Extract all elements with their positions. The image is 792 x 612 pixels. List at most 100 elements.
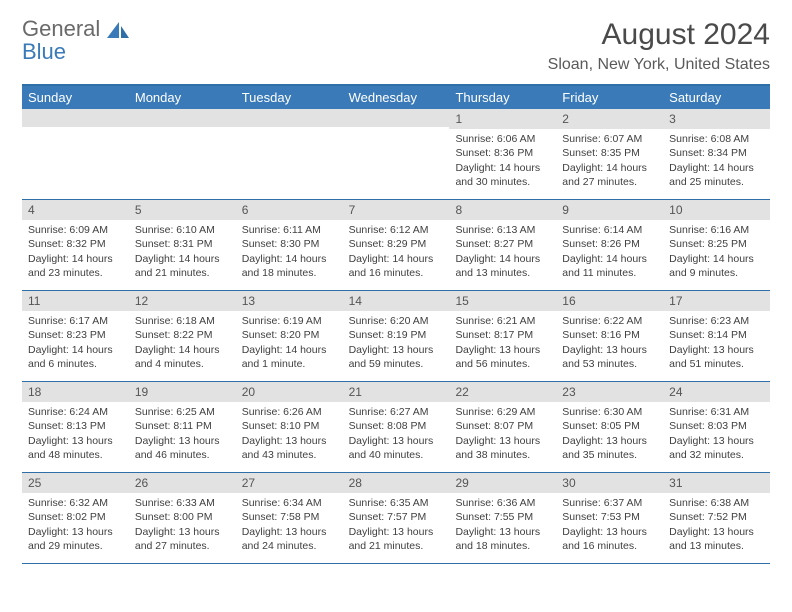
- day-cell: 2Sunrise: 6:07 AMSunset: 8:35 PMDaylight…: [556, 109, 663, 199]
- sunrise-text: Sunrise: 6:08 AM: [669, 132, 764, 146]
- day-content: Sunrise: 6:11 AMSunset: 8:30 PMDaylight:…: [236, 220, 343, 286]
- day-number: 2: [556, 109, 663, 129]
- day-cell: 11Sunrise: 6:17 AMSunset: 8:23 PMDayligh…: [22, 291, 129, 381]
- daylight-text: Daylight: 13 hours and 46 minutes.: [135, 434, 230, 462]
- sunrise-text: Sunrise: 6:11 AM: [242, 223, 337, 237]
- day-cell: 16Sunrise: 6:22 AMSunset: 8:16 PMDayligh…: [556, 291, 663, 381]
- day-number: 28: [343, 473, 450, 493]
- daylight-text: Daylight: 14 hours and 21 minutes.: [135, 252, 230, 280]
- sunrise-text: Sunrise: 6:27 AM: [349, 405, 444, 419]
- sunset-text: Sunset: 8:20 PM: [242, 328, 337, 342]
- day-header: Thursday: [449, 86, 556, 109]
- day-content: Sunrise: 6:13 AMSunset: 8:27 PMDaylight:…: [449, 220, 556, 286]
- day-cell: 1Sunrise: 6:06 AMSunset: 8:36 PMDaylight…: [449, 109, 556, 199]
- sunset-text: Sunset: 8:02 PM: [28, 510, 123, 524]
- location-label: Sloan, New York, United States: [548, 56, 770, 74]
- day-number: 4: [22, 200, 129, 220]
- daylight-text: Daylight: 13 hours and 53 minutes.: [562, 343, 657, 371]
- sunset-text: Sunset: 7:52 PM: [669, 510, 764, 524]
- sunset-text: Sunset: 8:08 PM: [349, 419, 444, 433]
- daylight-text: Daylight: 13 hours and 51 minutes.: [669, 343, 764, 371]
- day-number: 12: [129, 291, 236, 311]
- day-cell: 18Sunrise: 6:24 AMSunset: 8:13 PMDayligh…: [22, 382, 129, 472]
- sunrise-text: Sunrise: 6:12 AM: [349, 223, 444, 237]
- sunrise-text: Sunrise: 6:16 AM: [669, 223, 764, 237]
- sunrise-text: Sunrise: 6:17 AM: [28, 314, 123, 328]
- week-row: 1Sunrise: 6:06 AMSunset: 8:36 PMDaylight…: [22, 109, 770, 200]
- title-block: August 2024 Sloan, New York, United Stat…: [548, 18, 770, 74]
- day-content: Sunrise: 6:18 AMSunset: 8:22 PMDaylight:…: [129, 311, 236, 377]
- sunrise-text: Sunrise: 6:18 AM: [135, 314, 230, 328]
- sunset-text: Sunset: 7:53 PM: [562, 510, 657, 524]
- daylight-text: Daylight: 14 hours and 30 minutes.: [455, 161, 550, 189]
- day-cell: 10Sunrise: 6:16 AMSunset: 8:25 PMDayligh…: [663, 200, 770, 290]
- sunset-text: Sunset: 8:10 PM: [242, 419, 337, 433]
- day-content: Sunrise: 6:37 AMSunset: 7:53 PMDaylight:…: [556, 493, 663, 559]
- day-content: Sunrise: 6:32 AMSunset: 8:02 PMDaylight:…: [22, 493, 129, 559]
- day-cell: 6Sunrise: 6:11 AMSunset: 8:30 PMDaylight…: [236, 200, 343, 290]
- daylight-text: Daylight: 14 hours and 23 minutes.: [28, 252, 123, 280]
- sunrise-text: Sunrise: 6:07 AM: [562, 132, 657, 146]
- day-content: Sunrise: 6:27 AMSunset: 8:08 PMDaylight:…: [343, 402, 450, 468]
- day-content: Sunrise: 6:36 AMSunset: 7:55 PMDaylight:…: [449, 493, 556, 559]
- sunrise-text: Sunrise: 6:14 AM: [562, 223, 657, 237]
- day-cell: 24Sunrise: 6:31 AMSunset: 8:03 PMDayligh…: [663, 382, 770, 472]
- daylight-text: Daylight: 13 hours and 38 minutes.: [455, 434, 550, 462]
- day-cell: 8Sunrise: 6:13 AMSunset: 8:27 PMDaylight…: [449, 200, 556, 290]
- day-number: 9: [556, 200, 663, 220]
- sunrise-text: Sunrise: 6:33 AM: [135, 496, 230, 510]
- day-number: 14: [343, 291, 450, 311]
- sunrise-text: Sunrise: 6:22 AM: [562, 314, 657, 328]
- daylight-text: Daylight: 13 hours and 32 minutes.: [669, 434, 764, 462]
- daylight-text: Daylight: 14 hours and 27 minutes.: [562, 161, 657, 189]
- day-content: Sunrise: 6:22 AMSunset: 8:16 PMDaylight:…: [556, 311, 663, 377]
- day-content: Sunrise: 6:34 AMSunset: 7:58 PMDaylight:…: [236, 493, 343, 559]
- day-number: 24: [663, 382, 770, 402]
- day-cell: 25Sunrise: 6:32 AMSunset: 8:02 PMDayligh…: [22, 473, 129, 563]
- day-content: Sunrise: 6:24 AMSunset: 8:13 PMDaylight:…: [22, 402, 129, 468]
- sunset-text: Sunset: 8:05 PM: [562, 419, 657, 433]
- day-content: Sunrise: 6:12 AMSunset: 8:29 PMDaylight:…: [343, 220, 450, 286]
- day-header: Monday: [129, 86, 236, 109]
- sunrise-text: Sunrise: 6:24 AM: [28, 405, 123, 419]
- sunset-text: Sunset: 8:26 PM: [562, 237, 657, 251]
- day-number: 6: [236, 200, 343, 220]
- day-number-empty: [129, 109, 236, 127]
- week-row: 11Sunrise: 6:17 AMSunset: 8:23 PMDayligh…: [22, 291, 770, 382]
- day-cell: 23Sunrise: 6:30 AMSunset: 8:05 PMDayligh…: [556, 382, 663, 472]
- sunrise-text: Sunrise: 6:21 AM: [455, 314, 550, 328]
- day-number: 8: [449, 200, 556, 220]
- day-header: Sunday: [22, 86, 129, 109]
- daylight-text: Daylight: 14 hours and 18 minutes.: [242, 252, 337, 280]
- day-header: Saturday: [663, 86, 770, 109]
- sunset-text: Sunset: 8:07 PM: [455, 419, 550, 433]
- sunset-text: Sunset: 7:55 PM: [455, 510, 550, 524]
- day-number-empty: [343, 109, 450, 127]
- day-content: Sunrise: 6:26 AMSunset: 8:10 PMDaylight:…: [236, 402, 343, 468]
- day-cell: [236, 109, 343, 199]
- day-content: Sunrise: 6:38 AMSunset: 7:52 PMDaylight:…: [663, 493, 770, 559]
- sunset-text: Sunset: 8:36 PM: [455, 146, 550, 160]
- day-number: 18: [22, 382, 129, 402]
- sunset-text: Sunset: 8:34 PM: [669, 146, 764, 160]
- day-number: 23: [556, 382, 663, 402]
- daylight-text: Daylight: 14 hours and 13 minutes.: [455, 252, 550, 280]
- logo-text-general: General: [22, 16, 100, 41]
- sunset-text: Sunset: 8:27 PM: [455, 237, 550, 251]
- day-content: Sunrise: 6:31 AMSunset: 8:03 PMDaylight:…: [663, 402, 770, 468]
- day-content: Sunrise: 6:19 AMSunset: 8:20 PMDaylight:…: [236, 311, 343, 377]
- daylight-text: Daylight: 14 hours and 11 minutes.: [562, 252, 657, 280]
- sunrise-text: Sunrise: 6:37 AM: [562, 496, 657, 510]
- day-header: Friday: [556, 86, 663, 109]
- sunset-text: Sunset: 7:58 PM: [242, 510, 337, 524]
- sunset-text: Sunset: 8:14 PM: [669, 328, 764, 342]
- day-content: Sunrise: 6:08 AMSunset: 8:34 PMDaylight:…: [663, 129, 770, 195]
- day-header: Tuesday: [236, 86, 343, 109]
- daylight-text: Daylight: 13 hours and 16 minutes.: [562, 525, 657, 553]
- daylight-text: Daylight: 13 hours and 40 minutes.: [349, 434, 444, 462]
- day-header-row: Sunday Monday Tuesday Wednesday Thursday…: [22, 86, 770, 109]
- day-number: 30: [556, 473, 663, 493]
- day-cell: [22, 109, 129, 199]
- day-cell: 31Sunrise: 6:38 AMSunset: 7:52 PMDayligh…: [663, 473, 770, 563]
- daylight-text: Daylight: 14 hours and 9 minutes.: [669, 252, 764, 280]
